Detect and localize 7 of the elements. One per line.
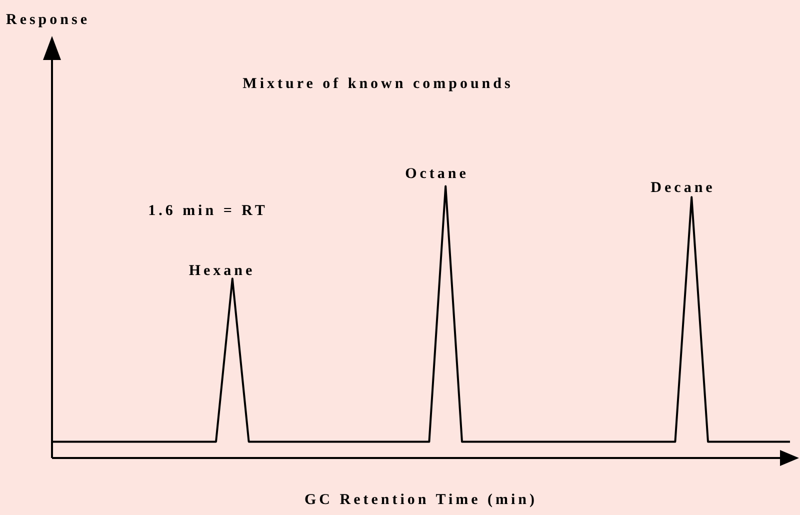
text: Octane — [405, 166, 469, 182]
annotation: 1.6 min = RT — [148, 203, 268, 219]
text: Response — [6, 12, 90, 28]
annotation: Hexane — [188, 263, 256, 279]
annotation: Decane — [650, 180, 716, 196]
x-axis-title: GC Retention Time (min) — [304, 492, 538, 508]
text: Mixture of known compounds — [242, 76, 514, 92]
